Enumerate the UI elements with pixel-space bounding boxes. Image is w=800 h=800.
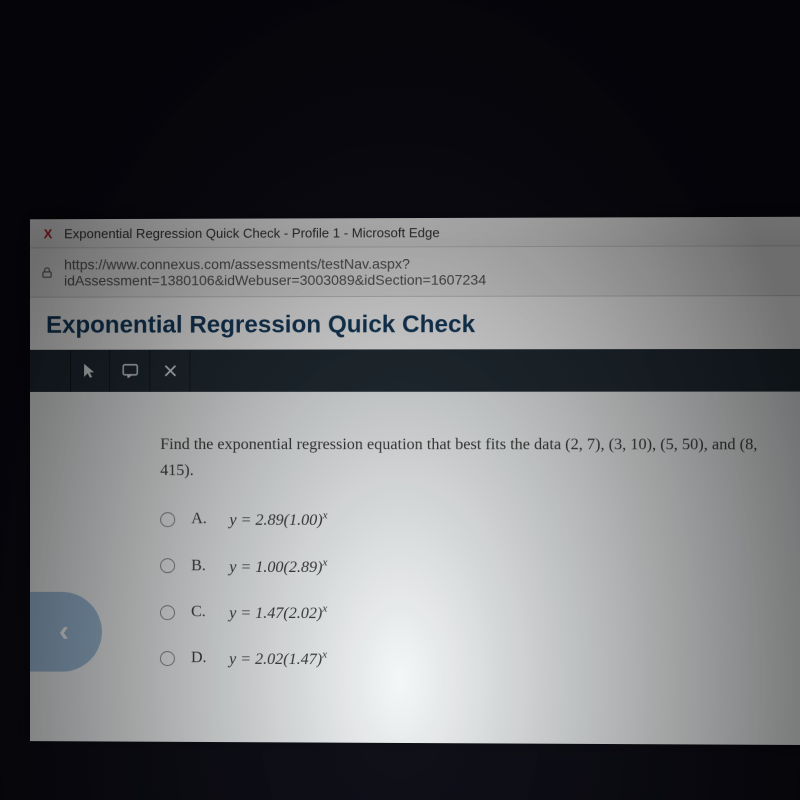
chevron-left-icon: ‹ [59, 615, 69, 649]
option-d-formula: y = 2.02(1.47)x [229, 648, 327, 669]
option-b[interactable]: B. y = 1.00(2.89)x [160, 556, 788, 578]
radio-b[interactable] [160, 558, 175, 573]
question-toolbar [30, 349, 800, 392]
close-icon[interactable] [150, 350, 190, 392]
option-d[interactable]: D. y = 2.02(1.47)x [160, 648, 787, 671]
lock-icon [40, 265, 54, 279]
question-area: Find the exponential regression equation… [30, 392, 800, 745]
note-icon[interactable] [110, 350, 150, 392]
radio-c[interactable] [160, 605, 175, 620]
option-a-formula: y = 2.89(1.00)x [229, 509, 327, 530]
address-bar[interactable]: https://www.connexus.com/assessments/tes… [30, 246, 800, 297]
prev-button[interactable]: ‹ [30, 592, 102, 672]
radio-d[interactable] [160, 651, 175, 666]
page-body: Exponential Regression Quick Check Find … [30, 296, 800, 745]
pointer-icon[interactable] [70, 350, 110, 392]
url-text: https://www.connexus.com/assessments/tes… [64, 254, 800, 288]
question-text: Find the exponential regression equation… [160, 432, 789, 484]
option-c-letter: C. [191, 603, 213, 621]
option-a[interactable]: A. y = 2.89(1.00)x [160, 509, 788, 530]
window-titlebar: X Exponential Regression Quick Check - P… [30, 217, 800, 249]
radio-a[interactable] [160, 512, 175, 527]
page-title: Exponential Regression Quick Check [30, 296, 800, 350]
option-c-formula: y = 1.47(2.02)x [229, 602, 327, 623]
option-b-letter: B. [191, 557, 213, 575]
window-title: Exponential Regression Quick Check - Pro… [64, 225, 440, 241]
browser-window: X Exponential Regression Quick Check - P… [30, 217, 800, 745]
option-b-formula: y = 1.00(2.89)x [229, 556, 327, 577]
app-x-icon: X [40, 225, 56, 241]
option-a-letter: A. [191, 511, 213, 529]
option-c[interactable]: C. y = 1.47(2.02)x [160, 602, 787, 624]
option-d-letter: D. [191, 650, 213, 668]
